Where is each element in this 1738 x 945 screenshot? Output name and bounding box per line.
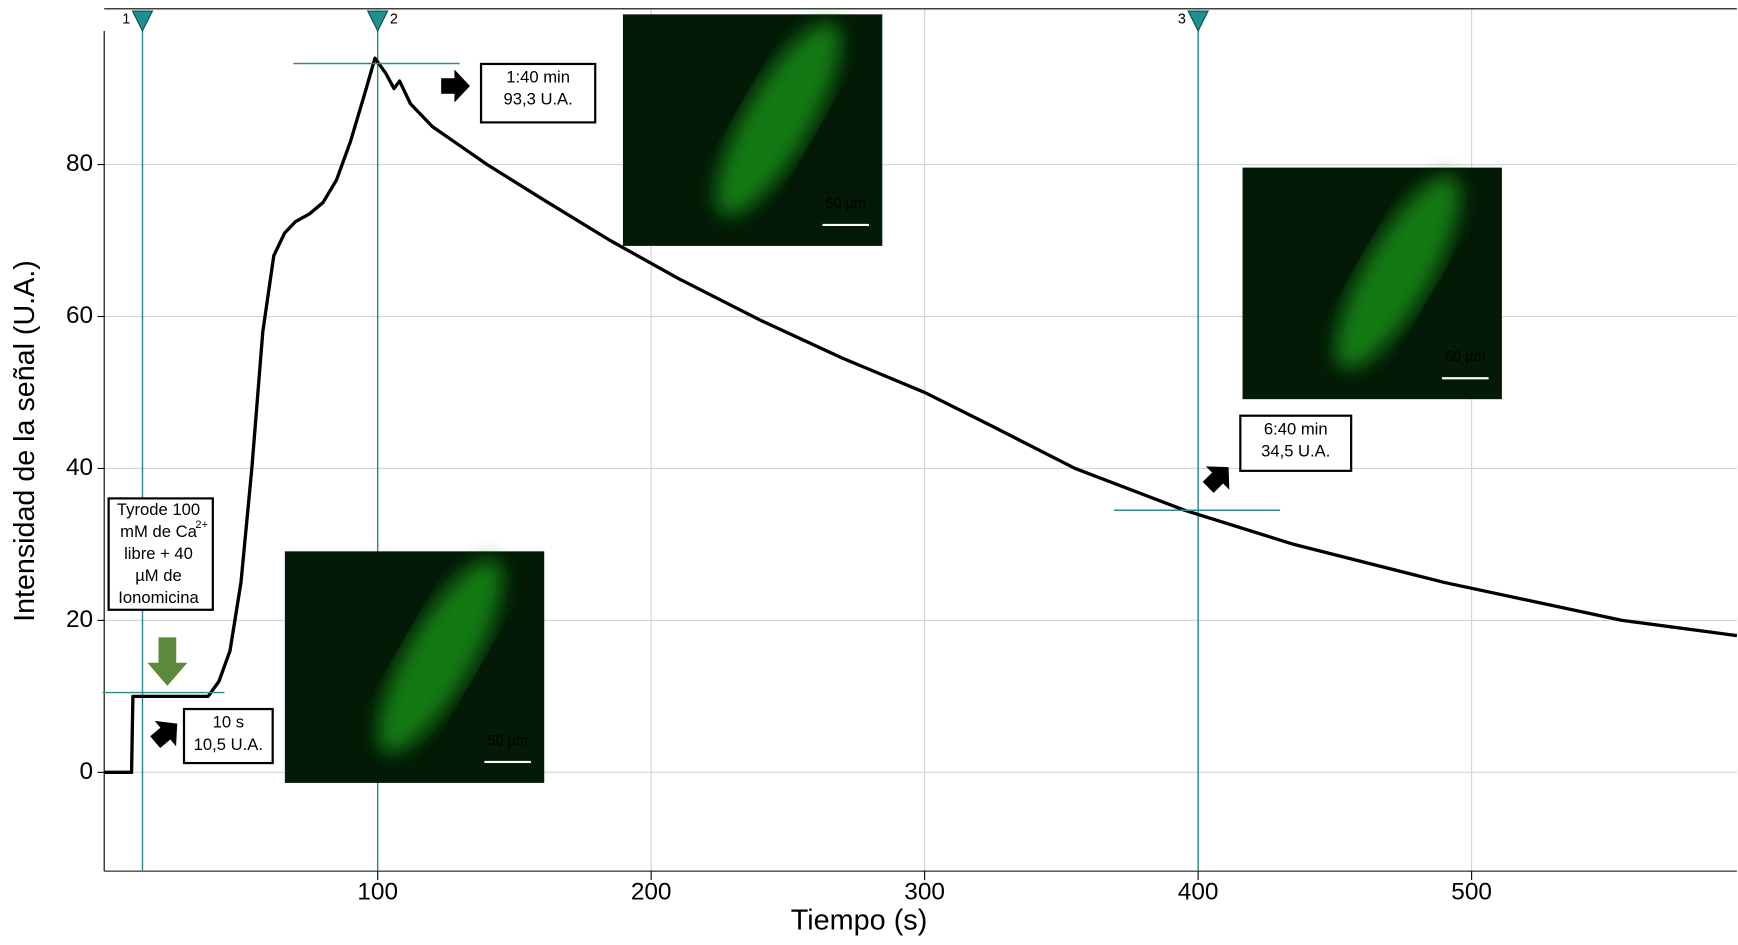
stimulus-text: µM de (135, 566, 182, 585)
y-tick-label: 20 (66, 606, 93, 633)
y-tick-label: 60 (66, 302, 93, 329)
y-tick-label: 80 (66, 150, 93, 177)
annotation-text: 1:40 min (506, 68, 570, 87)
y-axis-title: Intensidad de la señal (U.A.) (9, 260, 41, 622)
cursor-marker (366, 10, 389, 33)
micrograph: 50 µm (622, 14, 883, 246)
cursor-label: 2 (390, 12, 398, 28)
annotation-box (182, 707, 274, 765)
cursor-marker (1187, 10, 1210, 33)
annotation-box (479, 62, 597, 124)
x-tick-label: 200 (631, 879, 672, 906)
annotation-text: 93,3 U.A. (503, 90, 572, 109)
micrograph: 50 µm (284, 551, 545, 783)
annotation-arrow (150, 720, 178, 749)
scale-label: 50 µm (488, 733, 528, 749)
annotation-arrow (1202, 466, 1230, 493)
cell-glow (1335, 175, 1461, 370)
annotation-arrow (441, 69, 470, 103)
x-tick-label: 500 (1451, 879, 1492, 906)
scale-label: 50 µm (1445, 349, 1485, 365)
annotation-text: 6:40 min (1264, 419, 1328, 438)
annotation-text: 10 s (213, 713, 244, 732)
signal-line (104, 56, 1738, 774)
annotation-text: 34,5 U.A. (1261, 442, 1330, 461)
stimulus-text: Tyrode 100 (117, 500, 200, 519)
stimulus-text: mM de Ca (120, 522, 197, 541)
micrograph: 50 µm (1242, 167, 1502, 400)
stimulus-arrow (147, 637, 188, 686)
x-tick-label: 300 (904, 879, 945, 906)
annotation-box (1239, 414, 1353, 472)
y-tick-label: 0 (80, 758, 94, 785)
stimulus-text: libre + 40 (124, 544, 193, 563)
x-tick-label: 400 (1178, 879, 1219, 906)
stimulus-box (107, 497, 214, 611)
annotation-text: 10,5 U.A. (194, 735, 263, 754)
stimulus-superscript: 2+ (195, 519, 208, 531)
x-axis-title: Tiempo (s) (791, 904, 928, 936)
cell-glow (377, 559, 503, 754)
scale-label: 50 µm (826, 196, 866, 212)
x-tick-label: 100 (357, 879, 398, 906)
cell-glow (715, 22, 841, 217)
cursor-label: 3 (1178, 12, 1186, 28)
cursor-marker (131, 10, 154, 33)
y-tick-label: 40 (66, 454, 93, 481)
cursor-label: 1 (122, 12, 130, 28)
stimulus-text: Ionomicina (118, 588, 199, 607)
